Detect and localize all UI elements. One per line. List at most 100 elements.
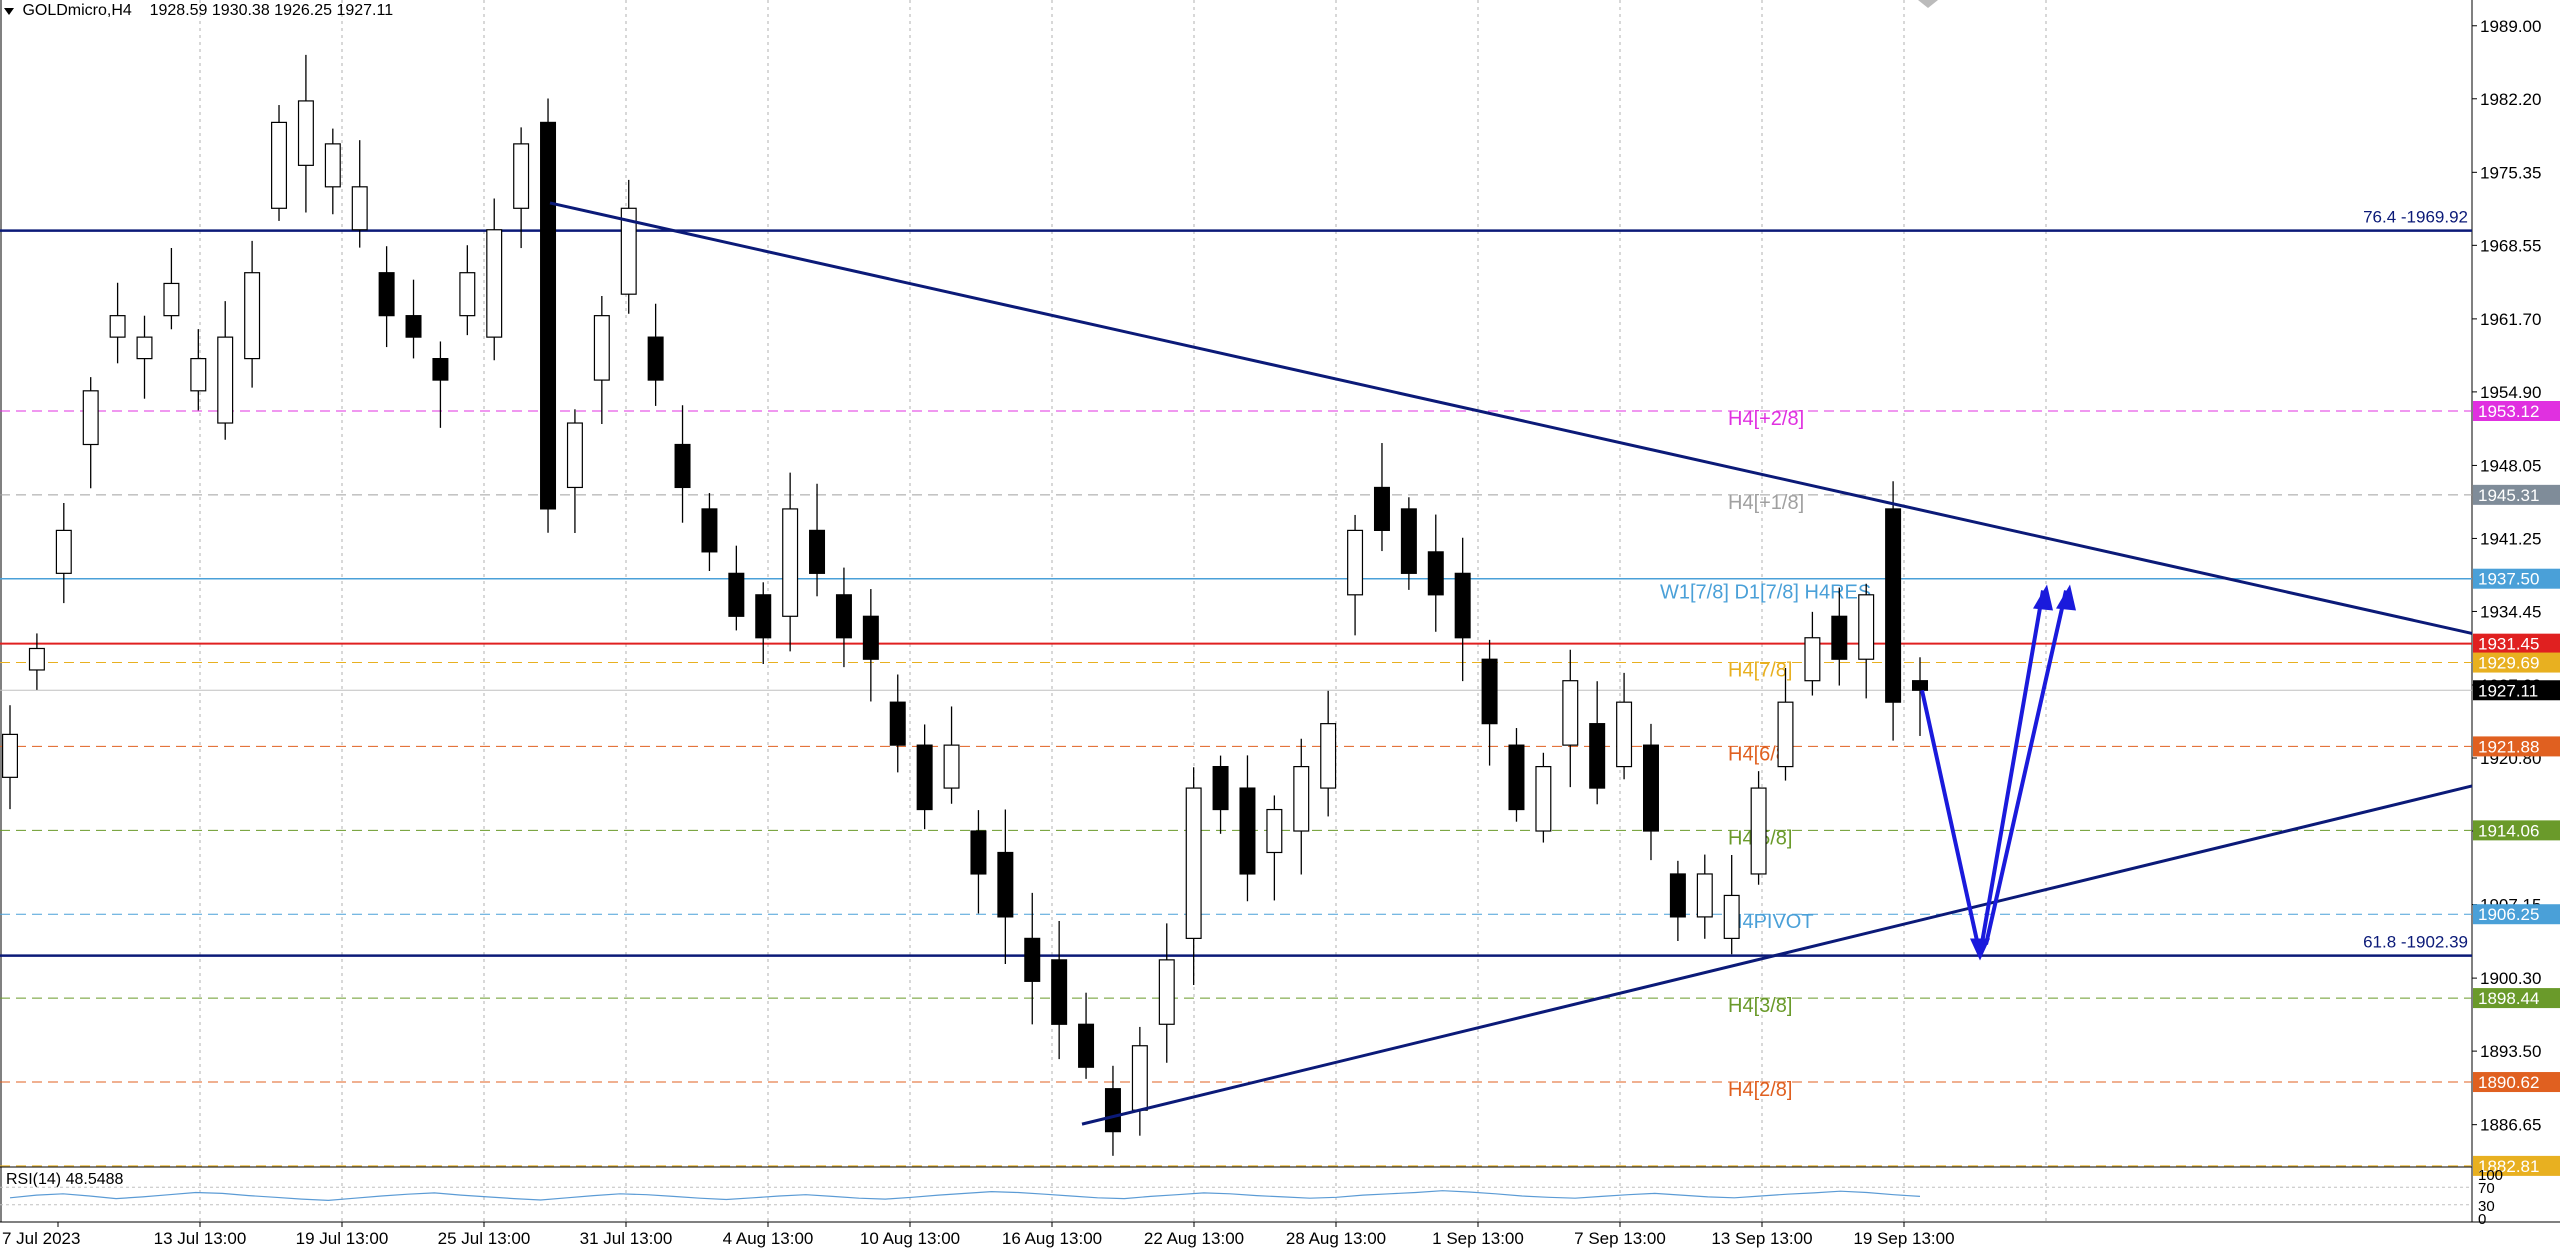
candle-body <box>809 529 826 574</box>
candle <box>1750 771 1767 885</box>
candle-body <box>1239 787 1256 875</box>
candle <box>1024 892 1041 1025</box>
y-tick-label: 1961.70 <box>2480 310 2541 329</box>
candle <box>889 674 906 773</box>
candle-body <box>1669 873 1686 918</box>
candle <box>674 405 691 523</box>
murrey-level-label: H4[7/8] <box>1728 660 1792 682</box>
x-tick-label: 7 Jul 2023 <box>2 1229 80 1248</box>
price-tag: 1898.44 <box>2478 989 2539 1008</box>
candle-body <box>647 336 664 381</box>
candle-body <box>1642 744 1659 832</box>
candle-body <box>889 701 906 746</box>
candle <box>728 545 745 631</box>
x-tick-label: 16 Aug 13:00 <box>1002 1229 1102 1248</box>
candle-body <box>997 851 1014 918</box>
candle <box>943 706 960 804</box>
murrey-level-label: H4[6/8] <box>1728 743 1792 765</box>
candle <box>593 295 610 425</box>
price-tag: 1921.88 <box>2478 737 2539 756</box>
candle-body <box>55 529 72 574</box>
dropdown-triangle-icon[interactable] <box>4 7 14 15</box>
ohlc-readout: 1928.59 1930.38 1926.25 1927.11 <box>149 2 394 19</box>
candle-body <box>1858 594 1875 660</box>
murrey-level-label: H4[+2/8] <box>1728 408 1804 430</box>
price-tag-bg <box>2473 904 2560 925</box>
rsi-tick-label: 0 <box>2478 1211 2486 1228</box>
candle <box>55 502 72 604</box>
rsi-tick-label: 30 <box>2478 1198 2495 1215</box>
candle-body <box>1831 615 1848 660</box>
candle <box>459 245 476 336</box>
candle <box>351 140 368 248</box>
candle-body <box>862 615 879 660</box>
candle-body <box>351 186 368 231</box>
price-tag: 1945.31 <box>2478 486 2539 505</box>
price-tag-bg <box>2473 1072 2560 1093</box>
candle <box>997 809 1014 965</box>
candle-body <box>486 229 503 338</box>
y-tick-label: 1934.45 <box>2480 602 2541 621</box>
candle-body <box>324 143 341 188</box>
candle <box>1831 587 1848 686</box>
candle-body <box>1535 765 1552 832</box>
rsi-label: RSI(14) 48.5488 <box>6 1171 124 1188</box>
candle <box>271 105 288 221</box>
candle <box>1400 497 1417 590</box>
x-tick-label: 7 Sep 13:00 <box>1574 1229 1666 1248</box>
candle <box>1642 723 1659 861</box>
y-tick-label: 1975.35 <box>2480 163 2541 182</box>
y-tick-label: 1893.50 <box>2480 1042 2541 1061</box>
rsi-line <box>9 1190 1921 1202</box>
candle <box>1239 755 1256 902</box>
arrowhead <box>2056 584 2076 611</box>
candle <box>540 98 557 533</box>
price-tag: 1953.12 <box>2478 402 2539 421</box>
candle-body <box>1158 959 1175 1025</box>
candle-body <box>190 358 207 392</box>
candle-body <box>405 315 422 338</box>
candle-body <box>1885 508 1902 703</box>
candle <box>1266 795 1283 901</box>
price-tag: 1931.45 <box>2478 635 2539 654</box>
y-tick-label: 1948.05 <box>2480 456 2541 475</box>
candle-body <box>459 272 476 317</box>
arrowhead <box>2033 584 2053 611</box>
candle-body <box>916 744 933 811</box>
candle <box>782 472 799 652</box>
x-tick-label: 13 Jul 13:00 <box>154 1229 247 1248</box>
candle-body <box>1562 680 1579 746</box>
y-tick-label: 1968.55 <box>2480 236 2541 255</box>
candle <box>1158 923 1175 1063</box>
candle <box>486 198 503 361</box>
candle <box>297 54 314 213</box>
candle <box>1804 611 1821 696</box>
candle <box>809 483 826 597</box>
candle-body <box>1508 744 1525 811</box>
candle <box>1212 755 1229 834</box>
candle-body <box>728 572 745 617</box>
candle-body <box>674 443 691 489</box>
y-tick-label: 1982.20 <box>2480 90 2541 109</box>
candle <box>217 301 234 440</box>
candle-body <box>782 508 799 617</box>
candle <box>835 567 852 668</box>
candle-body <box>1400 508 1417 574</box>
candle-body <box>566 422 583 489</box>
price-tag: 1906.25 <box>2478 905 2539 924</box>
candle-body <box>1777 701 1794 768</box>
price-tag: 1929.69 <box>2478 654 2539 673</box>
symbol-label: GOLDmicro,H4 <box>22 2 132 19</box>
x-tick-label: 19 Jul 13:00 <box>296 1229 389 1248</box>
price-tag-bg <box>2473 736 2560 757</box>
candle <box>566 409 583 533</box>
candle-body <box>970 830 987 875</box>
price-tag-bg <box>2473 484 2560 505</box>
y-tick-label: 1900.30 <box>2480 969 2541 988</box>
price-tag-bg <box>2473 652 2560 673</box>
candle-body <box>109 315 126 338</box>
candle-body <box>2 733 18 778</box>
candle <box>1562 649 1579 788</box>
